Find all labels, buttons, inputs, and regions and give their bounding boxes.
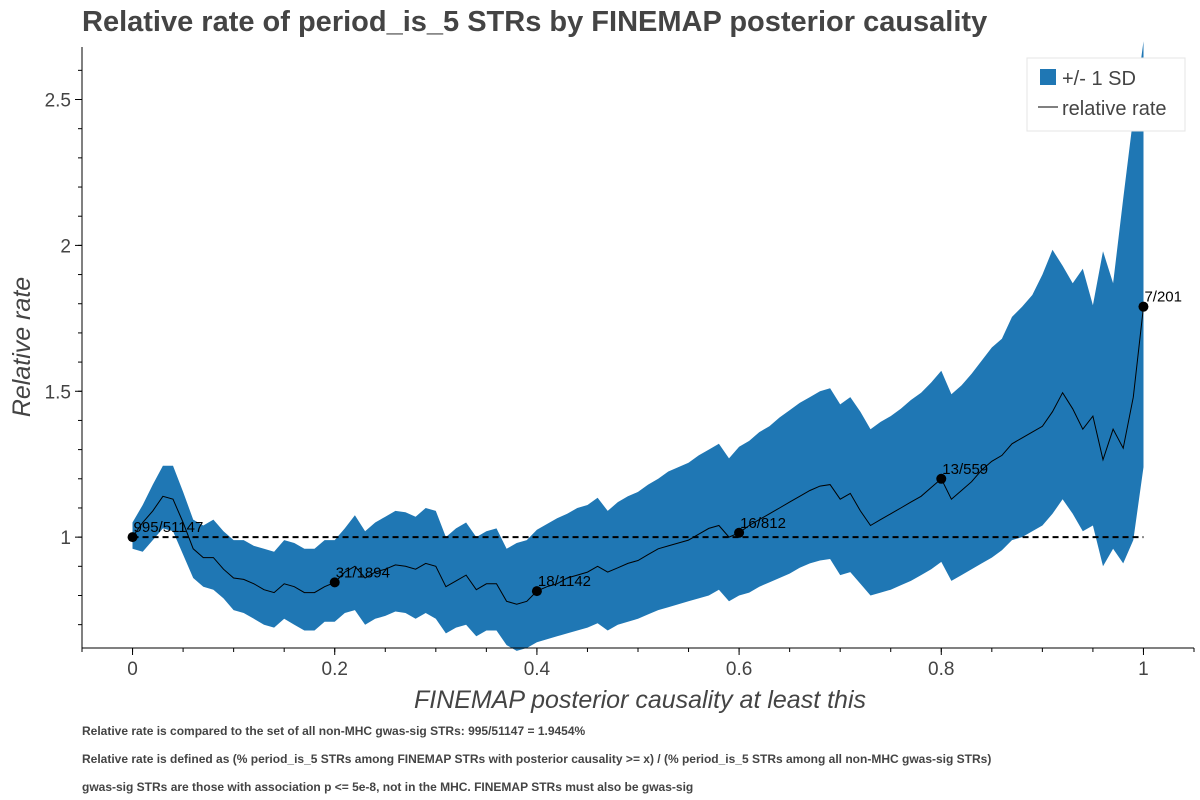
legend: +/- 1 SD relative rate [1026,57,1186,132]
annotation-point-3 [734,527,745,538]
y-tick-label: 1.5 [45,382,71,403]
annotation-label-4: 13/559 [942,461,988,478]
annotation-label-5: 7/201 [1144,289,1182,306]
y-tick-label: 1 [60,528,71,549]
x-tick-label: 0 [127,659,138,680]
legend-line-label: relative rate [1062,98,1167,120]
annotation-point-5 [1138,301,1149,312]
annotation-label-3: 16/812 [740,515,786,532]
x-axis-label: FINEMAP posterior causality at least thi… [414,686,866,714]
y-tick-label: 2.5 [45,91,71,112]
footnote-3: gwas-sig STRs are those with association… [82,780,694,794]
x-tick-label: 0.8 [928,659,954,680]
annotation-point-2 [531,586,542,597]
y-axis-label: Relative rate [8,277,36,417]
y-tick-label: 2 [60,236,71,257]
chart-title: Relative rate of period_is_5 STRs by FIN… [82,6,988,38]
x-tick-label: 1 [1138,659,1149,680]
annotation-label-2: 18/1142 [538,573,591,590]
annotation-point-4 [936,473,947,484]
annotation-label-0: 995/51147 [134,519,204,536]
annotation-point-0 [127,532,138,543]
sd-band [132,41,1144,651]
plot-area: 995/51147 31/1894 18/1142 16/812 13/559 7/201… [45,41,1195,680]
annotation-label-1: 31/1894 [336,564,390,581]
legend-band-label: +/- 1 SD [1062,68,1136,90]
x-tick-label: 0.2 [322,659,348,680]
legend-band-swatch [1040,69,1056,85]
x-tick-label: 0.6 [726,659,752,680]
footnote-1: Relative rate is compared to the set of … [82,724,586,738]
relative-rate-line [132,306,1144,605]
annotation-point-1 [329,577,340,588]
x-tick-label: 0.4 [524,659,551,680]
footnote-2: Relative rate is defined as (% period_is… [82,752,992,766]
